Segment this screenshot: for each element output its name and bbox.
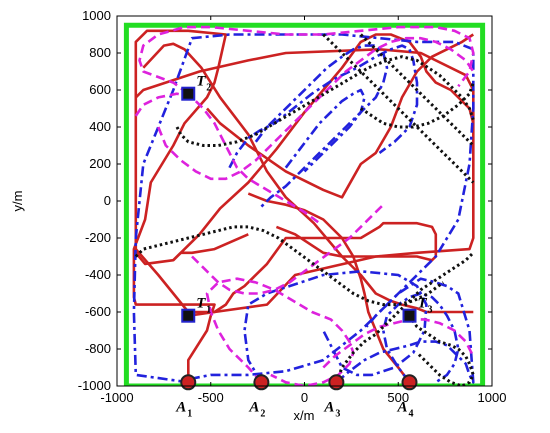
- series-line-black-dotted: [322, 33, 475, 184]
- series-line-black-dotted: [359, 82, 475, 129]
- target-label-sub: 1: [206, 305, 211, 316]
- agent-label: A: [397, 399, 408, 415]
- agent-marker: [328, 374, 345, 391]
- target-marker: [181, 86, 196, 101]
- series-line-blue-dashdot: [284, 88, 366, 173]
- target-label: T: [196, 74, 206, 90]
- y-tick-label: 400: [89, 119, 111, 134]
- y-tick-label: 800: [89, 45, 111, 60]
- series-line-magenta-dashed: [157, 36, 475, 181]
- series-line-magenta-dashed: [205, 277, 355, 386]
- y-tick-label: -200: [85, 230, 111, 245]
- agent-label: A: [323, 399, 334, 415]
- target-label-sub: 3: [428, 305, 433, 316]
- agent-label: A: [248, 399, 259, 415]
- agent-label-sub: 3: [335, 408, 340, 419]
- y-tick-label: -600: [85, 304, 111, 319]
- agent-marker: [180, 374, 197, 391]
- x-tick-label: 0: [301, 390, 308, 405]
- y-tick-label: -400: [85, 267, 111, 282]
- y-axis-label: y/m: [10, 191, 25, 212]
- x-axis-label: x/m: [294, 408, 315, 423]
- series-line-magenta-dashed: [322, 318, 475, 369]
- x-tick-label: -1000: [100, 390, 133, 405]
- series-line-red-solid: [134, 47, 475, 314]
- x-tick-label: -500: [198, 390, 224, 405]
- boundary-line: [123, 22, 486, 386]
- series-line-black-dotted: [134, 225, 445, 307]
- series-line-black-dotted: [359, 33, 475, 147]
- series-line-magenta-dashed: [134, 92, 321, 225]
- agent-label-sub: 4: [409, 408, 414, 419]
- target-label: T: [196, 296, 206, 312]
- target-label-sub: 2: [206, 83, 211, 94]
- target-marker: [402, 308, 417, 323]
- target-marker: [181, 308, 196, 323]
- series-line-red-solid: [247, 192, 411, 384]
- y-tick-label: 200: [89, 156, 111, 171]
- y-tick-label: -800: [85, 341, 111, 356]
- y-tick-label: -1000: [78, 378, 111, 393]
- series-line-black-dotted: [334, 251, 475, 383]
- agent-label-sub: 2: [260, 408, 265, 419]
- target-label: T: [418, 296, 428, 312]
- agent-label: A: [175, 399, 186, 415]
- y-tick-label: 600: [89, 82, 111, 97]
- agent-marker: [401, 374, 418, 391]
- tick-layer: -1000 -500 0 500 1000 -1000 -800 -600 -400 -200 0 2…: [78, 8, 507, 405]
- series-line-blue-dashdot: [132, 33, 475, 384]
- series-line-black-dotted: [408, 314, 475, 386]
- x-tick-label: 500: [387, 390, 409, 405]
- agent-marker: [253, 374, 270, 391]
- y-tick-label: 0: [104, 193, 111, 208]
- series-line-blue-dashdot: [335, 277, 475, 384]
- series-line-magenta-dashed: [191, 203, 385, 295]
- agent-label-sub: 1: [187, 408, 192, 419]
- y-tick-label: 1000: [82, 8, 111, 23]
- boundary-layer: [123, 22, 486, 386]
- series-line-blue-dashdot: [243, 269, 428, 383]
- series-line-magenta-dashed: [138, 25, 475, 95]
- series-line-red-solid: [172, 33, 475, 262]
- series-layer: [132, 25, 475, 386]
- x-tick-label: 1000: [478, 390, 507, 405]
